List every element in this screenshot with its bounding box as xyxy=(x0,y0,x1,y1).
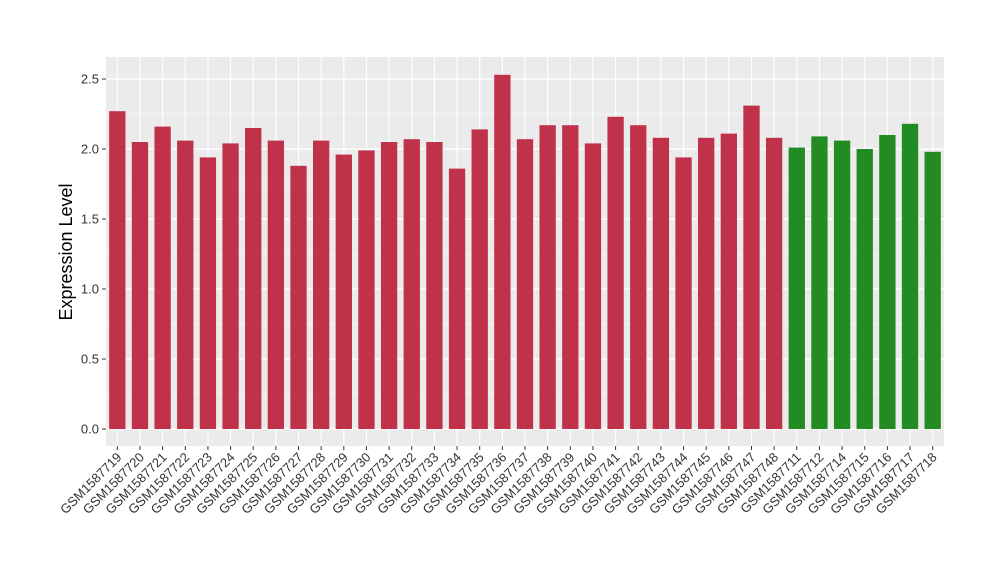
bar-GSM1587725 xyxy=(245,128,262,429)
y-tick-label: 2.5 xyxy=(81,72,99,87)
bar-GSM1587723 xyxy=(199,157,217,429)
bar-GSM1587744 xyxy=(675,157,692,429)
bar-GSM1587732 xyxy=(403,139,420,429)
bar-GSM1587719 xyxy=(109,111,126,429)
x-axis: GSM1587719GSM1587720GSM1587721GSM1587722… xyxy=(57,446,940,517)
y-axis-title: Expression Level xyxy=(56,183,76,320)
bar-GSM1587735 xyxy=(471,129,488,429)
bar-GSM1587717 xyxy=(901,123,919,430)
bar-GSM1587740 xyxy=(584,143,602,429)
y-tick-label: 1.5 xyxy=(81,212,99,227)
bars xyxy=(109,74,941,430)
y-tick-label: 0.0 xyxy=(81,422,99,437)
bar-GSM1587746 xyxy=(720,133,737,429)
bar-GSM1587729 xyxy=(335,154,352,429)
bar-GSM1587747 xyxy=(743,105,760,429)
bar-GSM1587730 xyxy=(358,150,375,429)
bar-GSM1587720 xyxy=(131,142,149,429)
bar-GSM1587741 xyxy=(607,116,624,430)
bar-GSM1587734 xyxy=(448,168,466,429)
bar-GSM1587728 xyxy=(313,140,330,429)
bar-GSM1587743 xyxy=(652,137,670,430)
bar-GSM1587727 xyxy=(290,165,307,430)
bar-GSM1587745 xyxy=(698,137,715,430)
bar-GSM1587714 xyxy=(833,140,851,429)
bar-GSM1587736 xyxy=(494,74,511,430)
bar-GSM1587739 xyxy=(562,125,579,429)
bar-GSM1587712 xyxy=(811,136,828,429)
bar-GSM1587733 xyxy=(426,142,443,429)
bar-GSM1587724 xyxy=(222,143,239,429)
y-tick-label: 0.5 xyxy=(81,352,99,367)
y-tick-label: 2.0 xyxy=(81,142,99,157)
bar-GSM1587711 xyxy=(788,147,805,429)
bar-GSM1587748 xyxy=(765,137,783,430)
bar-GSM1587726 xyxy=(267,140,285,429)
bar-GSM1587742 xyxy=(630,125,647,429)
bar-GSM1587722 xyxy=(177,140,194,429)
bar-GSM1587715 xyxy=(856,149,873,429)
bar-GSM1587721 xyxy=(154,126,171,429)
bar-GSM1587718 xyxy=(924,151,941,430)
bar-GSM1587731 xyxy=(380,142,398,429)
bar-GSM1587737 xyxy=(516,139,534,429)
y-tick-label: 1.0 xyxy=(81,282,99,297)
bar-GSM1587716 xyxy=(879,135,896,429)
bar-GSM1587738 xyxy=(539,125,556,429)
y-axis: 0.0 0.5 1.0 1.5 2.0 2.5 xyxy=(81,72,106,437)
